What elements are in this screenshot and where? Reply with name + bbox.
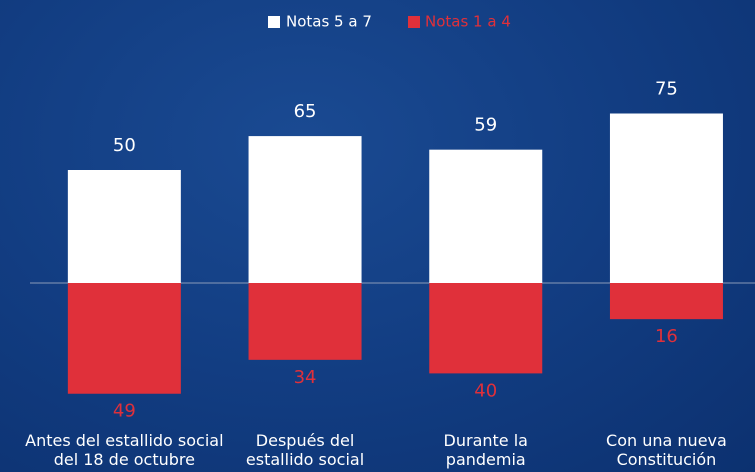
category-label: Antes del estallido social del 18 de oct… [25,431,224,469]
legend-label: Notas 5 a 7 [286,13,372,31]
bar [67,283,181,394]
data-label: 40 [474,380,497,401]
data-label: 75 [655,79,678,100]
data-label: 16 [655,326,678,347]
bar [248,136,362,283]
bar [248,283,362,360]
data-label: 65 [294,101,317,122]
category-label: Durante la pandemia [443,431,528,469]
data-label: 34 [294,367,317,388]
category-label: Después del estallido social [245,431,365,469]
data-label: 50 [113,135,136,156]
bar [67,170,181,283]
legend-swatch [268,16,280,28]
legend-swatch [408,16,420,28]
bar [429,283,543,374]
data-label: 49 [113,401,136,422]
data-label: 59 [474,115,497,136]
legend-label: Notas 1 a 4 [425,13,511,31]
category-label: Con una nueva Constitución [606,431,727,469]
bar [429,149,543,283]
bar [609,283,723,320]
bar [609,113,723,283]
